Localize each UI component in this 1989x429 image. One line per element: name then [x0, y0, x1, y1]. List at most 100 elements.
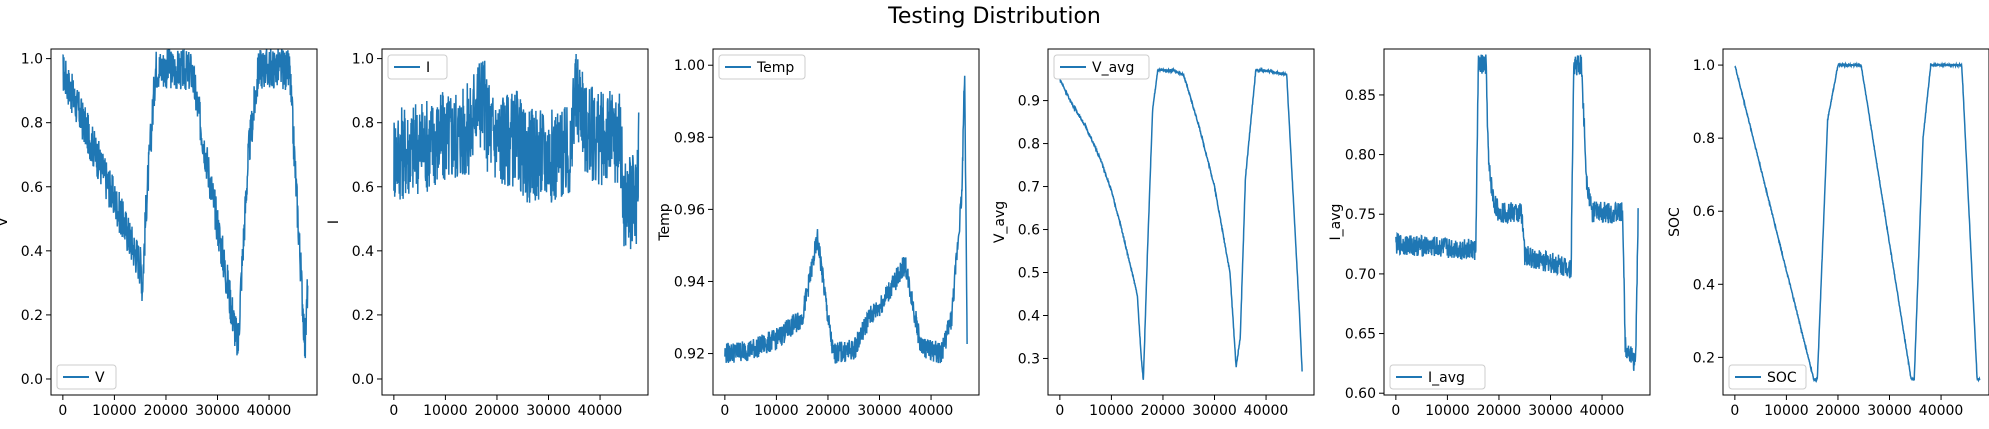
- series-line-i: [393, 53, 640, 250]
- y-tick-label: 1.0: [352, 52, 374, 68]
- y-tick-label: 0.8: [352, 116, 374, 132]
- x-tick-label: 10000: [754, 403, 799, 419]
- figure-title: Testing Distribution: [888, 4, 1101, 29]
- y-tick-label: 0.5: [1018, 266, 1040, 282]
- x-tick-label: 30000: [857, 403, 902, 419]
- y-tick-label: 0.2: [1693, 350, 1715, 366]
- y-tick-label: 0.6: [21, 180, 43, 196]
- x-tick-label: 0: [1391, 403, 1400, 419]
- y-tick-label: 0.60: [1345, 386, 1376, 402]
- x-tick-label: 0: [1730, 403, 1739, 419]
- subplot-temp: 0 10000 20000 30000 40000 0.92 0.94 0.96 0.98 1.0…: [657, 48, 980, 419]
- legend: I_avg: [1389, 364, 1486, 390]
- x-tick-label: 20000: [1477, 403, 1522, 419]
- y-tick-label: 0.4: [1693, 277, 1715, 293]
- legend-label: Temp: [756, 60, 794, 76]
- axes-frame: [1383, 48, 1651, 396]
- axes-frame: [1047, 48, 1315, 396]
- y-tick-label: 0.70: [1345, 267, 1376, 283]
- y-axis-label: SOC: [1667, 207, 1683, 237]
- subplot-v-avg: 0 10000 20000 30000 40000 0.3 0.4 0.5 0.6 0.7 0.8 0…: [992, 48, 1315, 419]
- y-tick-label: 0.0: [21, 372, 43, 388]
- x-tick-label: 40000: [1919, 403, 1964, 419]
- y-axis-label: I_avg: [1328, 204, 1344, 241]
- x-tick-label: 0: [58, 403, 67, 419]
- legend-label: V_avg: [1092, 60, 1134, 76]
- subplot-i-avg: 0 10000 20000 30000 40000 0.60 0.65 0.70 0.75 0.8…: [1328, 48, 1651, 419]
- series-line-temp: [724, 75, 968, 364]
- axes-frame: [712, 48, 980, 396]
- legend: I: [387, 54, 448, 80]
- x-tick-label: 20000: [475, 403, 520, 419]
- x-tick-label: 10000: [92, 403, 137, 419]
- y-tick-label: 0.4: [352, 244, 374, 260]
- y-tick-label: 0.2: [21, 308, 43, 324]
- x-tick-label: 40000: [1244, 403, 1289, 419]
- x-tick-label: 40000: [578, 403, 623, 419]
- x-tick-label: 0: [720, 403, 729, 419]
- y-tick-label: 0.75: [1345, 207, 1376, 223]
- legend-label: V: [95, 370, 105, 386]
- y-tick-label: 0.2: [352, 308, 374, 324]
- x-tick-label: 30000: [195, 403, 240, 419]
- y-tick-label: 0.6: [1693, 204, 1715, 220]
- x-tick-label: 40000: [1580, 403, 1625, 419]
- y-tick-label: 0.96: [674, 202, 705, 218]
- legend: V_avg: [1053, 54, 1150, 80]
- x-tick-label: 30000: [1192, 403, 1237, 419]
- y-tick-label: 0.7: [1018, 180, 1040, 196]
- x-tick-label: 10000: [1089, 403, 1134, 419]
- y-tick-label: 0.8: [1018, 137, 1040, 153]
- y-tick-label: 0.8: [1693, 131, 1715, 147]
- x-tick-label: 20000: [1141, 403, 1186, 419]
- series-line-v_avg: [1059, 66, 1303, 380]
- x-tick-label: 10000: [1425, 403, 1470, 419]
- x-tick-label: 20000: [806, 403, 851, 419]
- x-tick-label: 30000: [526, 403, 571, 419]
- y-tick-label: 0.4: [1018, 308, 1040, 324]
- legend: SOC: [1728, 364, 1807, 390]
- subplot-v: 0 10000 20000 30000 40000 0.0 0.2 0.4 0.6 0.8 1.0 V…: [0, 48, 318, 419]
- x-tick-label: 10000: [1764, 403, 1809, 419]
- y-tick-label: 0.0: [352, 372, 374, 388]
- legend-label: I: [426, 60, 430, 76]
- legend: Temp: [718, 54, 806, 80]
- y-axis-label: I: [326, 220, 342, 224]
- x-tick-label: 0: [389, 403, 398, 419]
- series-line-soc: [1734, 61, 1981, 384]
- x-tick-label: 0: [1055, 403, 1064, 419]
- x-tick-label: 40000: [909, 403, 954, 419]
- y-tick-label: 0.4: [21, 244, 43, 260]
- axes-frame: [381, 48, 649, 396]
- y-tick-label: 0.92: [674, 347, 705, 363]
- y-axis-label: Temp: [657, 203, 673, 241]
- y-tick-label: 0.85: [1345, 88, 1376, 104]
- y-axis-label: V: [0, 217, 11, 227]
- x-tick-label: 40000: [247, 403, 292, 419]
- y-tick-label: 0.80: [1345, 148, 1376, 164]
- y-tick-label: 1.0: [1693, 58, 1715, 74]
- subplot-soc: 0 10000 20000 30000 40000 0.2 0.4 0.6 0.8 1.0 SOC S…: [1667, 48, 1989, 419]
- y-tick-label: 0.9: [1018, 94, 1040, 110]
- y-tick-label: 0.6: [1018, 223, 1040, 239]
- x-tick-label: 10000: [423, 403, 468, 419]
- y-tick-label: 0.8: [21, 116, 43, 132]
- x-tick-label: 20000: [144, 403, 189, 419]
- x-tick-label: 20000: [1816, 403, 1861, 419]
- series-line-v: [62, 49, 309, 359]
- y-tick-label: 1.00: [674, 58, 705, 74]
- y-tick-label: 0.98: [674, 130, 705, 146]
- axes-frame: [50, 48, 318, 396]
- series-line-i_avg: [1395, 54, 1639, 371]
- x-tick-label: 30000: [1528, 403, 1573, 419]
- y-tick-label: 1.0: [21, 52, 43, 68]
- subplot-i: 0 10000 20000 30000 40000 0.0 0.2 0.4 0.6 0.8 1.0 I…: [326, 48, 649, 419]
- y-tick-label: 0.3: [1018, 351, 1040, 367]
- y-tick-label: 0.6: [352, 180, 374, 196]
- y-tick-label: 0.94: [674, 274, 705, 290]
- y-tick-label: 0.65: [1345, 327, 1376, 343]
- legend: V: [56, 364, 117, 390]
- legend-label: SOC: [1767, 370, 1797, 386]
- x-tick-label: 30000: [1867, 403, 1912, 419]
